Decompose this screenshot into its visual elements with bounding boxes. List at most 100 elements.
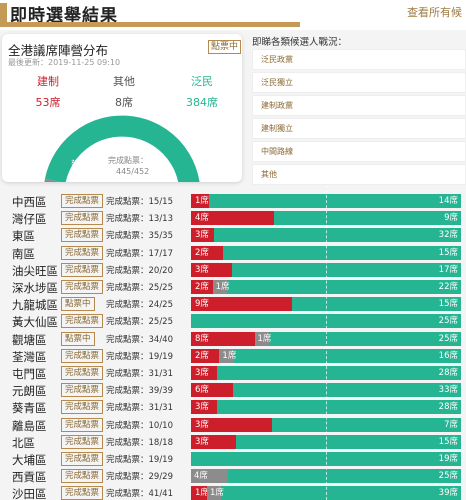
district-name: 大埔區	[12, 453, 47, 467]
header-underline	[0, 22, 300, 27]
bar-estab-segment	[191, 194, 209, 208]
district-name: 九龍城區	[12, 298, 58, 313]
candidate-category-estab-party[interactable]: 建制政黨	[252, 95, 466, 116]
candidate-category-pandem-independent[interactable]: 泛民獨立	[252, 72, 466, 93]
bar-estab-segment	[191, 348, 220, 363]
district-status-badge: 完成點票	[61, 245, 104, 260]
district-count-progress: 完成點票：20/20	[106, 265, 173, 276]
district-status-badge: 點票中	[61, 331, 95, 346]
district-status-badge: 完成點票	[61, 452, 104, 466]
gauge-counted-value: 445/452	[116, 167, 150, 176]
bar-estab-segment	[191, 245, 223, 260]
bar-estab-label: 2席	[195, 247, 209, 258]
majority-midline	[326, 185, 327, 500]
candidate-category-other[interactable]: 其他	[252, 164, 466, 185]
seat-card-title: 全港議席陣營分布	[8, 43, 109, 58]
bar-pandem-label: 16席	[438, 350, 458, 361]
bar-other-label: 1席	[215, 282, 230, 292]
bar-estab-label: 8席	[195, 333, 209, 344]
bar-estab-segment	[191, 297, 293, 312]
bar-estab-label: 3席	[195, 402, 209, 413]
bar-other-segment	[191, 469, 229, 484]
candidate-panel-title: 即睇各類候選人戰況：	[252, 37, 348, 48]
bar-estab-label: 1席	[195, 488, 209, 499]
bar-estab-label: 3席	[195, 368, 209, 378]
bar-estab-segment	[191, 280, 213, 294]
district-status-badge: 完成點票	[61, 211, 104, 226]
district-status-badge: 完成點票	[61, 400, 104, 415]
district-count-progress: 完成點票：31/31	[106, 369, 173, 379]
camp-other-seats: 8席	[115, 96, 133, 109]
district-row[interactable]: 沙田區 完成點票 完成點票：41/41 1席 1席 39席	[0, 483, 466, 500]
bar-estab-label: 2席	[195, 350, 209, 361]
candidate-category-panel: 即睇各類候選人戰況： 泛民政黨 泛民獨立 建制政黨 建制獨立 中間路線 其他	[250, 34, 466, 185]
district-name: 荃灣區	[12, 349, 47, 364]
district-status-badge: 完成點票	[61, 280, 104, 294]
district-count-progress: 完成點票：18/18	[106, 437, 173, 448]
view-all-candidates-link[interactable]: 查看所有候	[407, 6, 462, 19]
district-status-badge: 點票中	[61, 297, 95, 312]
district-name: 黃大仙區	[12, 315, 58, 330]
gauge-counted-label: 完成點票：	[108, 156, 148, 165]
bar-estab-label: 6席	[195, 385, 209, 396]
district-count-progress: 完成點票：10/10	[106, 420, 173, 431]
district-name: 東區	[12, 229, 35, 244]
seat-distribution-card: 全港議席陣營分布 點票中 最後更新：2019-11-25 09:10 建制 53…	[2, 34, 242, 182]
last-updated-text: 最後更新：2019-11-25 09:10	[8, 58, 121, 67]
bar-other-label: 1席	[210, 488, 224, 499]
bar-estab-label: 9席	[195, 299, 209, 310]
district-status-badge: 完成點票	[61, 366, 104, 380]
camp-estab-seats: 53席	[35, 96, 61, 109]
page-header: 即時選舉結果 查看所有候	[0, 0, 466, 30]
gauge-estab-label: 建制	[71, 158, 89, 170]
bar-pandem-label: 32席	[438, 230, 458, 241]
district-status-badge: 完成點票	[61, 434, 104, 449]
gauge-other-arc	[44, 178, 62, 182]
district-status-badge: 完成點票	[61, 314, 104, 329]
bar-pandem-label: 22席	[438, 282, 458, 292]
bar-pandem-label: 15席	[438, 247, 458, 258]
bar-pandem-label: 39席	[438, 488, 458, 499]
bar-estab-label: 3席	[195, 264, 209, 275]
bar-estab-segment	[191, 383, 233, 398]
bar-estab-label: 2席	[195, 282, 209, 292]
bar-pandem-label: 9席	[444, 213, 458, 224]
bar-pandem-label: 15席	[438, 299, 458, 310]
district-status-badge: 完成點票	[61, 194, 104, 208]
candidate-category-centrist[interactable]: 中間路線	[252, 141, 466, 162]
bar-pandem-label: 15席	[438, 436, 458, 447]
district-count-progress: 完成點票：19/19	[106, 455, 173, 465]
bar-pandem-label: 19席	[438, 454, 458, 464]
district-name: 屯門區	[12, 367, 47, 381]
district-count-progress: 完成點票：41/41	[106, 489, 173, 500]
bar-estab-segment	[191, 211, 275, 226]
bar-estab-label: 3席	[195, 230, 209, 241]
district-status-badge: 完成點票	[61, 262, 104, 277]
district-count-progress: 完成點票：24/25	[106, 300, 173, 311]
district-status-badge: 完成點票	[61, 417, 104, 432]
district-count-progress: 完成點票：34/40	[106, 334, 173, 345]
bar-estab-segment	[191, 434, 236, 449]
bar-other-segment	[207, 486, 221, 500]
district-name: 離島區	[12, 418, 47, 433]
district-name: 油尖旺區	[12, 263, 58, 278]
camp-estab-name: 建制	[37, 75, 59, 88]
bar-pandem-label: 25席	[438, 471, 458, 482]
bar-estab-segment	[191, 331, 255, 346]
bar-other-segment	[212, 280, 227, 294]
candidate-category-estab-independent[interactable]: 建制獨立	[252, 118, 466, 139]
district-name: 葵青區	[12, 401, 47, 416]
seat-gauge-chart: 建制	[44, 115, 200, 182]
candidate-category-pandem-party[interactable]: 泛民政黨	[252, 49, 466, 70]
bar-pandem-label: 7席	[444, 419, 458, 430]
bar-estab-label: 3席	[195, 419, 209, 430]
district-name: 沙田區	[12, 487, 47, 500]
bar-other-segment	[219, 348, 234, 363]
bar-other-segment	[254, 331, 269, 346]
counting-status-badge: 點票中	[208, 40, 242, 54]
header-accent-bar	[0, 3, 7, 23]
district-count-progress: 完成點票：25/25	[106, 317, 173, 328]
bar-pandem-label: 25席	[438, 333, 458, 344]
bar-estab-label: 4席	[195, 213, 209, 224]
